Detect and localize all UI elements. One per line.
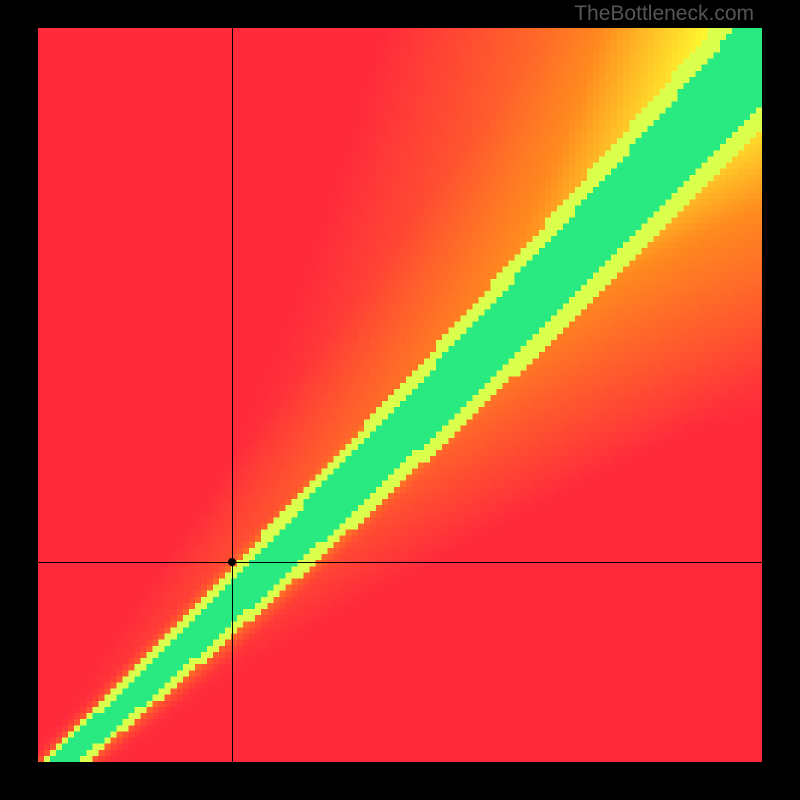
marker-dot [228,558,236,566]
crosshair-vertical [232,28,233,762]
heatmap-canvas [38,28,762,762]
crosshair-horizontal [38,562,762,563]
watermark-text: TheBottleneck.com [574,0,754,28]
frame: TheBottleneck.com [0,0,800,800]
heatmap-plot [38,28,762,762]
